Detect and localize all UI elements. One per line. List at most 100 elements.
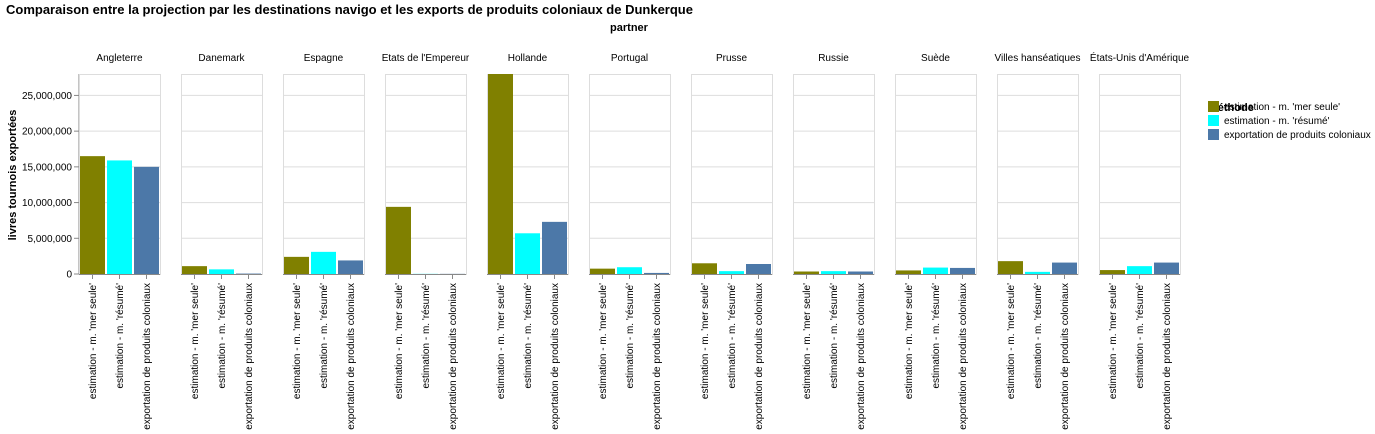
bar	[923, 267, 948, 274]
bar	[950, 267, 975, 274]
bar	[134, 166, 159, 274]
facet-header-title: partner	[610, 22, 649, 34]
facet-panel: Suède estimation - m. 'mer seule' estimati…	[895, 53, 977, 430]
x-tick-label: estimation - m. 'résumé'	[931, 283, 942, 389]
y-tick-label: 20,000,000	[22, 127, 72, 138]
facet-header-label: Russie	[818, 53, 849, 64]
x-tick-label: estimation - m. 'mer seule'	[904, 283, 915, 399]
bar	[1025, 271, 1050, 274]
legend-swatch	[1208, 115, 1219, 126]
bar	[542, 221, 567, 274]
y-tick-label: 25,000,000	[22, 91, 72, 102]
bar	[998, 261, 1023, 274]
x-tick-label: exportation de produits coloniaux	[142, 283, 153, 430]
facet-header-label: Hollande	[508, 53, 548, 64]
bar	[1154, 262, 1179, 274]
facet-header-label: Portugal	[611, 53, 648, 64]
facet-frame	[793, 74, 875, 275]
x-tick-label: exportation de produits coloniaux	[346, 283, 357, 430]
facet-header-label: Villes hanséatiques	[995, 53, 1081, 64]
facet-panel: Russie estimation - m. 'mer seule' estimat…	[793, 53, 875, 430]
x-tick-label: estimation - m. 'mer seule'	[292, 283, 303, 399]
bar	[386, 206, 411, 274]
bar	[590, 268, 615, 274]
facet-frame	[895, 74, 977, 275]
x-tick-label: exportation de produits coloniaux	[1162, 283, 1173, 430]
facet-panel: Hollande estimation - m. 'mer seule' estim…	[487, 53, 569, 430]
x-tick-label: estimation - m. 'mer seule'	[1006, 283, 1017, 399]
y-axis: 0 5,000,000 10,000,000 15,000,000 20,000,000…	[22, 74, 80, 281]
facet-panel: Portugal estimation - m. 'mer seule' estim…	[589, 53, 671, 430]
x-tick-label: estimation - m. 'résumé'	[115, 283, 126, 389]
bar	[209, 269, 234, 274]
x-tick-label: estimation - m. 'mer seule'	[394, 283, 405, 399]
x-tick-label: estimation - m. 'mer seule'	[190, 283, 201, 399]
x-tick-label: exportation de produits coloniaux	[244, 283, 255, 430]
bar	[284, 256, 309, 274]
x-tick-label: exportation de produits coloniaux	[754, 283, 765, 430]
x-tick-label: estimation - m. 'résumé'	[421, 283, 432, 389]
x-tick-label: exportation de produits coloniaux	[448, 283, 459, 430]
bar	[644, 272, 669, 274]
bar	[746, 264, 771, 274]
facet-panel: Villes hanséatiques estimation - m. 'mer …	[995, 53, 1081, 430]
facet-panel: Etats de l'Empereur estimation - m. 'mer …	[382, 53, 470, 430]
x-tick-label: estimation - m. 'mer seule'	[1108, 283, 1119, 399]
facet-header-label: Prusse	[716, 53, 748, 64]
bar	[515, 233, 540, 274]
bar	[1127, 266, 1152, 274]
x-tick-label: exportation de produits coloniaux	[856, 283, 867, 430]
bar	[1100, 270, 1125, 274]
bar	[719, 271, 744, 274]
bar	[794, 271, 819, 274]
facet-panel: Prusse estimation - m. 'mer seule' estimat…	[691, 53, 773, 430]
y-axis-title: livres tournois exportées	[7, 110, 19, 241]
legend-swatch	[1208, 129, 1219, 140]
y-tick-label: 5,000,000	[28, 234, 73, 245]
x-tick-label: estimation - m. 'mer seule'	[88, 283, 99, 399]
facet-panel: Espagne estimation - m. 'mer seule' estima…	[283, 53, 365, 430]
x-tick-label: exportation de produits coloniaux	[652, 283, 663, 430]
x-tick-label: estimation - m. 'résumé'	[217, 283, 228, 389]
y-tick-label: 10,000,000	[22, 198, 72, 209]
bar	[617, 267, 642, 274]
bar	[182, 266, 207, 274]
bar	[896, 270, 921, 274]
x-tick-label: estimation - m. 'résumé'	[727, 283, 738, 389]
x-tick-label: estimation - m. 'mer seule'	[802, 283, 813, 399]
facet-frame	[283, 74, 365, 275]
facet-frame	[691, 74, 773, 275]
bar	[338, 260, 363, 274]
facet-header-label: Etats de l'Empereur	[382, 53, 470, 64]
legend-label: exportation de produits coloniaux	[1224, 130, 1371, 141]
bar	[848, 271, 873, 274]
x-tick-label: estimation - m. 'résumé'	[829, 283, 840, 389]
legend-title: méthode	[1208, 102, 1254, 114]
x-tick-label: estimation - m. 'résumé'	[319, 283, 330, 389]
bar	[311, 251, 336, 274]
x-tick-label: estimation - m. 'résumé'	[1135, 283, 1146, 389]
facet-header-label: Danemark	[198, 53, 245, 64]
facet-panel: Angleterre estimation - m. 'mer seule' est…	[79, 53, 161, 430]
legend-label: estimation - m. 'mer seule'	[1224, 102, 1340, 113]
facet-header-label: Angleterre	[96, 53, 143, 64]
legend-swatch	[1208, 101, 1219, 112]
x-tick-label: estimation - m. 'mer seule'	[496, 283, 507, 399]
x-tick-label: exportation de produits coloniaux	[550, 283, 561, 430]
y-tick-label: 0	[66, 270, 72, 281]
legend: méthode estimation - m. 'mer seule' estim…	[1208, 101, 1371, 141]
facet-header-label: Suède	[921, 53, 950, 64]
x-tick-label: exportation de produits coloniaux	[1060, 283, 1071, 430]
x-tick-label: estimation - m. 'mer seule'	[598, 283, 609, 399]
facet-panel: Danemark estimation - m. 'mer seule' estim…	[181, 53, 263, 430]
x-tick-label: estimation - m. 'résumé'	[625, 283, 636, 389]
bar	[488, 74, 513, 274]
facet-frame	[589, 74, 671, 275]
x-tick-label: estimation - m. 'résumé'	[1033, 283, 1044, 389]
facets: Angleterre estimation - m. 'mer seule' est…	[79, 51, 1190, 430]
x-tick-label: exportation de produits coloniaux	[958, 283, 969, 430]
facet-header-label: Espagne	[304, 53, 344, 64]
facet-header-label: États-Unis d'Amérique	[1090, 51, 1190, 64]
facet-frame	[997, 74, 1079, 275]
